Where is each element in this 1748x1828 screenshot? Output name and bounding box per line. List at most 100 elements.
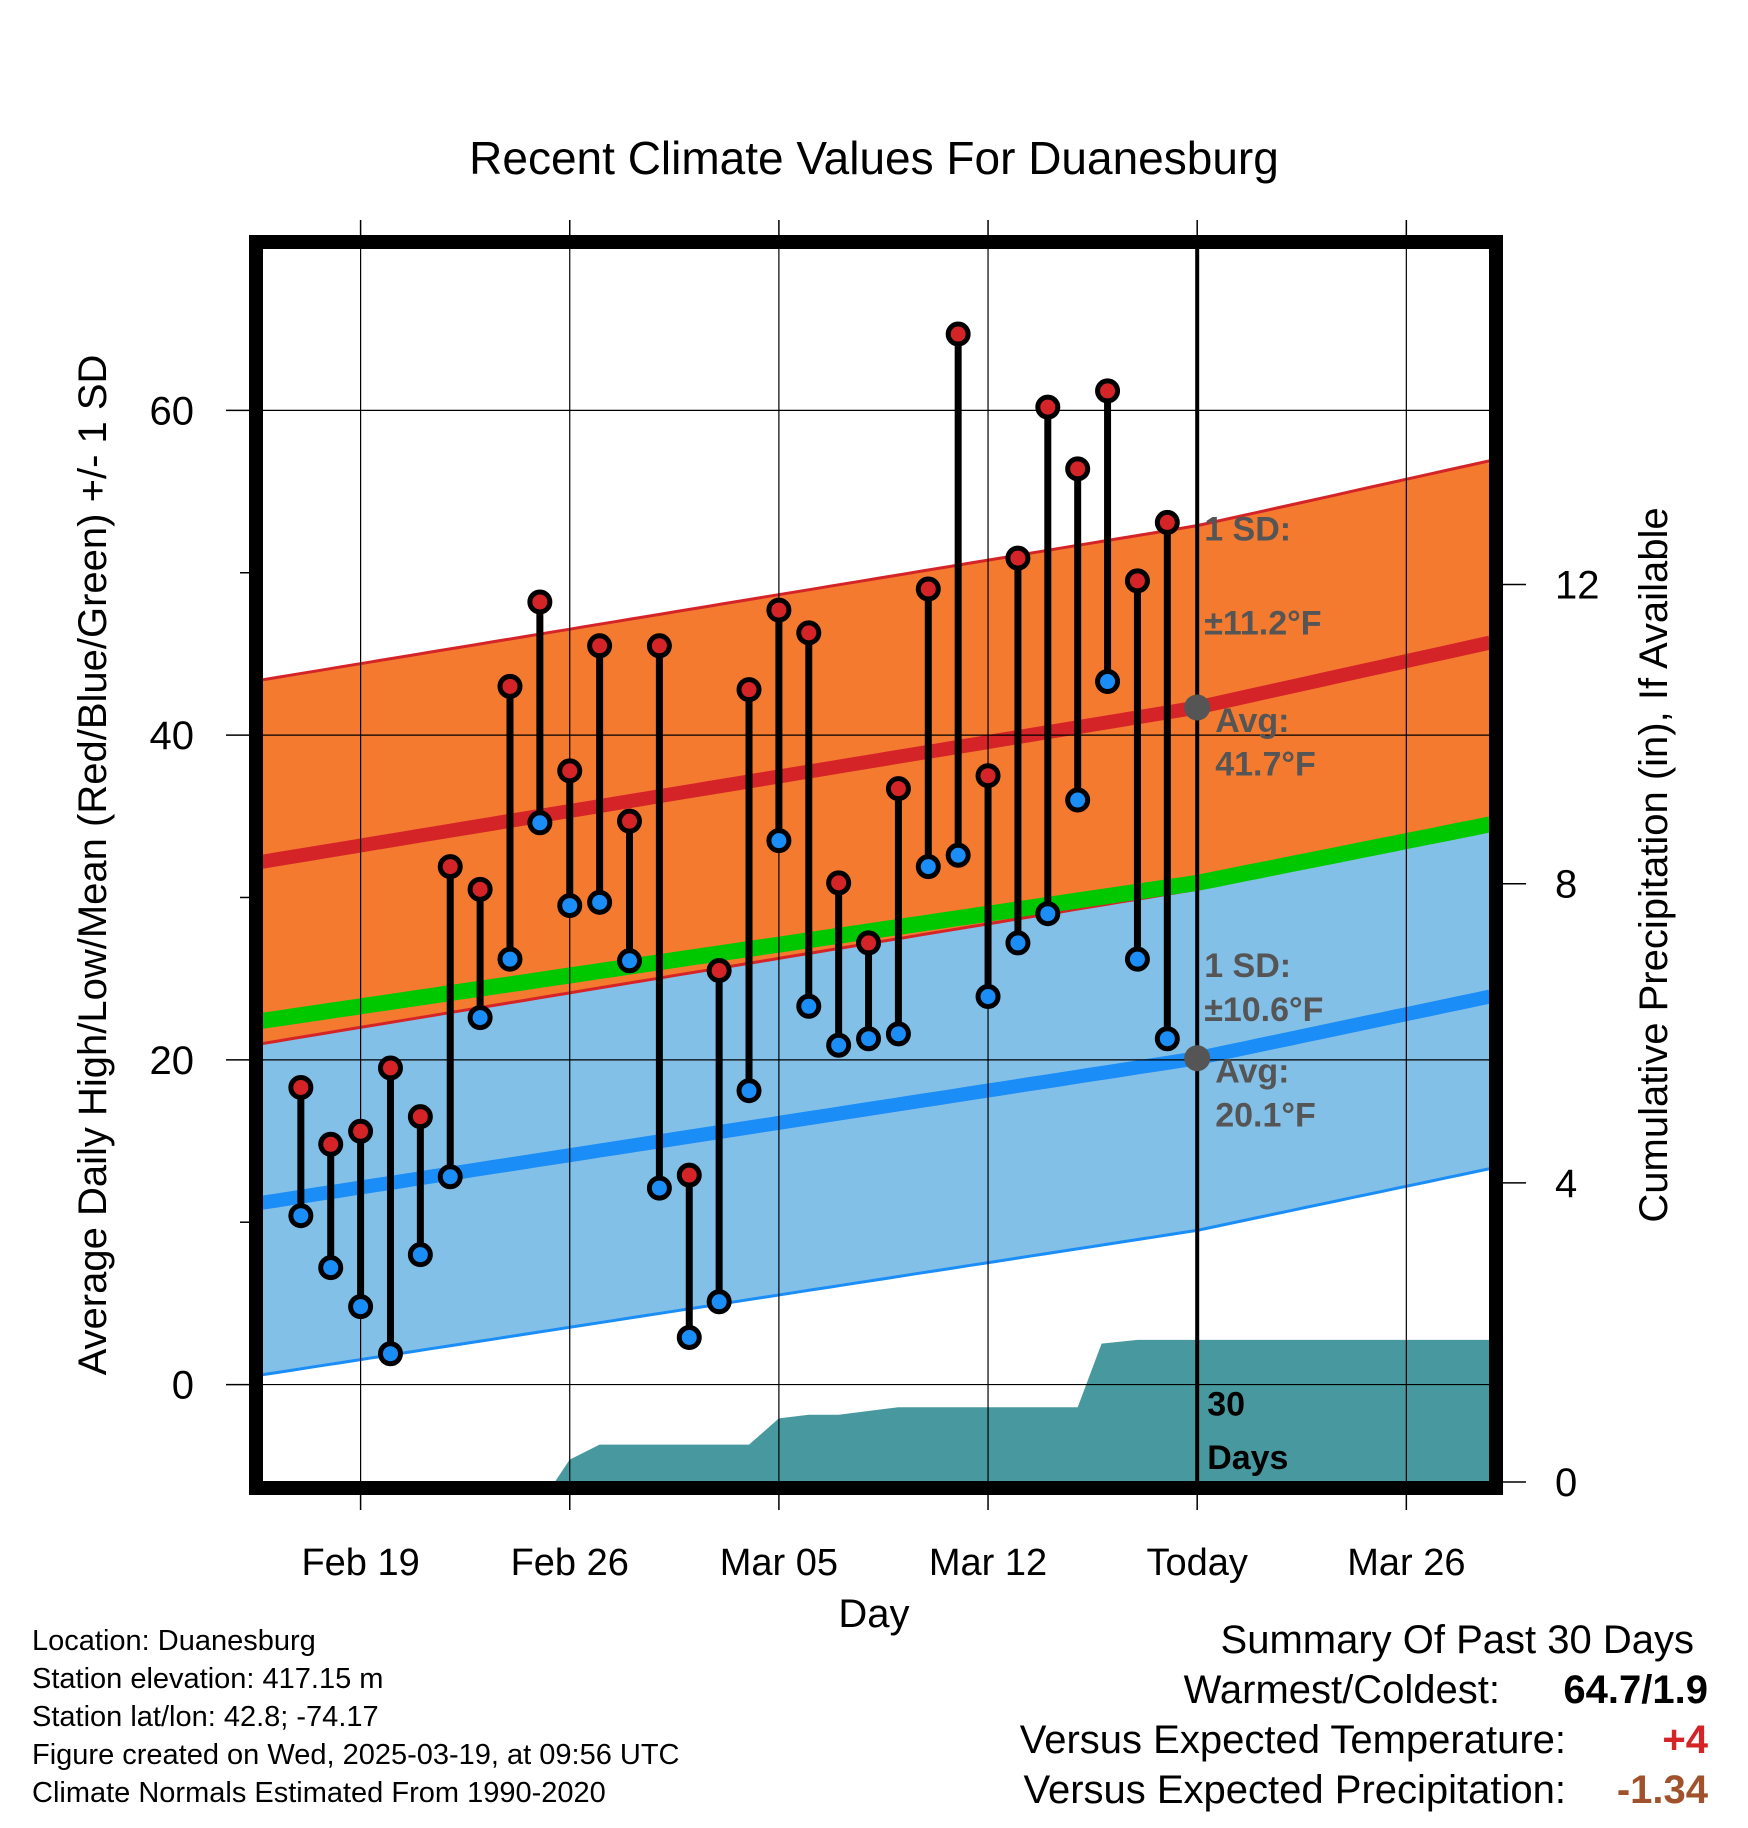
low-marker: [1154, 1026, 1180, 1052]
y-tick-label-left: 20: [150, 1039, 195, 1083]
high-sd-value: ±11.2°F: [1204, 604, 1321, 642]
low-marker: [885, 1021, 911, 1047]
high-marker: [885, 776, 911, 802]
low-marker: [527, 810, 553, 836]
normal-mean-line: [262, 816, 1490, 1029]
today-low-avg-marker: [1184, 1045, 1211, 1072]
high-marker: [676, 1162, 702, 1188]
low-sd-value: ±10.6°F: [1204, 991, 1323, 1029]
y-axis-label-left: Average Daily High/Low/Mean (Red/Blue/Gr…: [71, 355, 115, 1376]
y-tick-label-left: 60: [150, 389, 195, 433]
y-tick-label-right: 8: [1555, 863, 1577, 907]
low-marker: [557, 893, 583, 919]
high-marker: [796, 620, 822, 646]
low-sd-label: 1 SD:: [1204, 947, 1291, 985]
high-marker: [467, 876, 493, 902]
info-location: Location: Duanesburg: [32, 1625, 316, 1657]
normal-low-line: [262, 989, 1490, 1210]
low-marker: [318, 1255, 344, 1281]
low-marker: [1095, 669, 1121, 695]
period-label-days: Days: [1207, 1439, 1288, 1477]
low-band-lower-edge: [262, 1167, 1490, 1377]
low-marker: [1035, 901, 1061, 927]
low-marker: [646, 1175, 672, 1201]
high-marker: [407, 1104, 433, 1130]
high-marker: [497, 673, 523, 699]
period-label-number: 30: [1207, 1385, 1245, 1423]
low-marker: [617, 948, 643, 974]
x-tick-label: Today: [1146, 1542, 1247, 1584]
high-marker: [1124, 568, 1150, 594]
y-tick-label-right: 0: [1555, 1461, 1577, 1505]
low-marker: [856, 1026, 882, 1052]
high-marker: [646, 633, 672, 659]
high-marker: [318, 1131, 344, 1157]
low-marker: [736, 1078, 762, 1104]
summary-temp-label: Versus Expected Temperature:: [1019, 1718, 1566, 1762]
plot-frame: [249, 235, 1503, 1495]
x-tick-label: Feb 26: [511, 1542, 629, 1584]
low-marker: [676, 1324, 702, 1350]
high-band-upper-edge: [262, 459, 1490, 682]
low-marker: [1065, 787, 1091, 813]
normal-annotations: 1 SD: ±11.2°F Avg: 41.7°F 1 SD: ±10.6°F Avg: 20…: [1184, 510, 1323, 1477]
high-marker: [1095, 378, 1121, 404]
low-marker: [915, 854, 941, 880]
low-marker: [826, 1032, 852, 1058]
y-tick-label-right: 12: [1555, 564, 1600, 608]
high-marker: [587, 633, 613, 659]
high-marker: [766, 597, 792, 623]
high-marker: [915, 576, 941, 602]
high-marker: [437, 854, 463, 880]
x-tick-label: Mar 26: [1347, 1542, 1465, 1584]
x-tick-label: Mar 05: [720, 1542, 838, 1584]
low-marker: [437, 1164, 463, 1190]
low-marker: [288, 1203, 314, 1229]
low-marker: [587, 889, 613, 915]
axes: Feb 19 Feb 26 Mar 05 Mar 12 Today Mar 2602040…: [150, 220, 1600, 1584]
high-marker: [1154, 509, 1180, 535]
precip-area: [262, 1339, 1490, 1482]
y-tick-label-left: 0: [172, 1364, 194, 1408]
low-marker: [1124, 946, 1150, 972]
high-marker: [826, 870, 852, 896]
summary-warm-cold-value: 64.7/1.9: [1563, 1668, 1708, 1712]
high-marker: [1005, 545, 1031, 571]
high-avg-value: 41.7°F: [1215, 746, 1316, 784]
summary-precip-label: Versus Expected Precipitation:: [1023, 1768, 1566, 1812]
x-tick-label: Feb 19: [301, 1542, 419, 1584]
high-marker: [736, 677, 762, 703]
high-marker: [557, 758, 583, 784]
info-created: Figure created on Wed, 2025-03-19, at 09…: [32, 1739, 680, 1771]
low-marker: [766, 828, 792, 854]
high-marker: [706, 958, 732, 984]
high-marker: [617, 808, 643, 834]
high-marker: [975, 763, 1001, 789]
summary-precip-value: -1.34: [1616, 1768, 1708, 1812]
daily-range-bars: [288, 321, 1180, 1367]
normal-high-line: [262, 635, 1490, 869]
high-sd-label: 1 SD:: [1204, 510, 1291, 548]
high-marker: [377, 1055, 403, 1081]
low-marker: [348, 1294, 374, 1320]
y-tick-label-right: 4: [1555, 1162, 1577, 1206]
low-marker: [975, 984, 1001, 1010]
x-axis-label: Day: [838, 1592, 909, 1636]
low-marker: [796, 993, 822, 1019]
high-marker: [1065, 456, 1091, 482]
low-marker: [497, 946, 523, 972]
low-marker: [407, 1242, 433, 1268]
low-sd-band: [262, 824, 1490, 1375]
x-tick-label: Mar 12: [929, 1542, 1047, 1584]
y-axis-label-right: Cumulative Precipitation (in), If Availa…: [1632, 507, 1676, 1222]
low-avg-value: 20.1°F: [1215, 1096, 1316, 1134]
chart-title: Recent Climate Values For Duanesburg: [469, 132, 1279, 184]
today-high-avg-marker: [1184, 694, 1211, 721]
low-marker: [945, 842, 971, 868]
info-normals: Climate Normals Estimated From 1990-2020: [32, 1777, 606, 1809]
high-marker: [1035, 394, 1061, 420]
low-marker: [706, 1289, 732, 1315]
high-marker: [856, 930, 882, 956]
info-elevation: Station elevation: 417.15 m: [32, 1663, 384, 1695]
